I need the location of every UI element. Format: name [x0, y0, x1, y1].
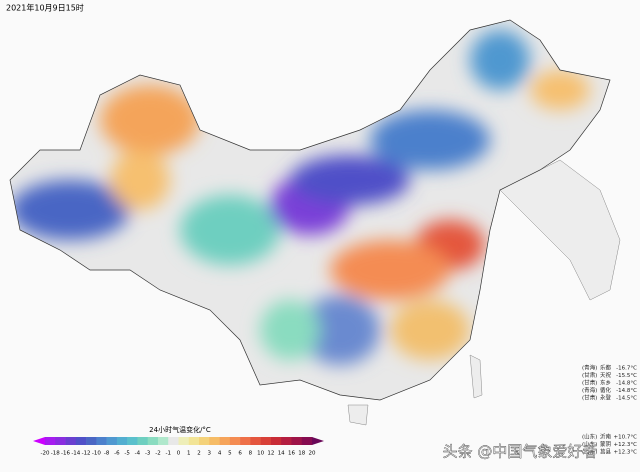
colorbar-segment: [86, 437, 97, 445]
colorbar-segment: [168, 437, 179, 445]
station-value: +12.3°C: [614, 450, 638, 456]
station-value: -15.5°C: [616, 373, 637, 379]
station-province: (甘肃): [582, 379, 597, 387]
colorbar-segment: [137, 437, 148, 445]
colorbar-segment: [229, 437, 241, 445]
station-name: 循化: [600, 386, 612, 394]
colorbar-tick-label: -2: [155, 451, 160, 457]
watermark: 头条 @中国气象爱好者: [443, 443, 598, 461]
station-name: 沂南: [600, 433, 612, 441]
station-name: 天祝: [600, 371, 612, 379]
legend-title: 24小时气温变化/°C: [149, 425, 211, 434]
colorbar-tick-label: 8: [249, 451, 253, 457]
colorbar-tick-label: 12: [267, 451, 274, 457]
station-name: 蒙阴: [600, 440, 612, 448]
border: [9, 19, 611, 401]
map-title: 2021年10月9日15时: [6, 3, 84, 13]
colorbar-segment: [291, 437, 303, 445]
colorbar-tick-label: -6: [114, 451, 120, 457]
colorbar-end: [33, 437, 45, 445]
colorbar-tick-label: 16: [288, 451, 295, 457]
station-name: 永登: [600, 394, 612, 402]
station-province: (山东): [582, 433, 597, 441]
station-name: 乐都: [600, 365, 612, 372]
colorbar-tick-label: 5: [228, 451, 232, 457]
colorbar-segment: [96, 437, 107, 445]
colorbar-tick-label: -10: [92, 451, 101, 457]
colorbar-segment: [45, 437, 56, 445]
station-list: (青海) 乐都 -16.7°C(甘肃) 天祝 -15.5°C(甘肃) 东乡 -14.8°C(…: [582, 364, 637, 456]
colorbar-segment: [75, 437, 87, 445]
station-province: (甘肃): [582, 394, 597, 402]
colorbar-tick-label: 3: [208, 451, 212, 457]
colorbar-tick-label: -8: [104, 451, 110, 457]
station-value: +10.7°C: [614, 435, 638, 441]
colorbar-segment: [270, 437, 282, 445]
colorbar-segment: [219, 437, 231, 445]
colorbar-tick-label: -12: [82, 451, 91, 457]
station-province: (山东): [582, 448, 597, 456]
colorbar-tick-label: -1: [165, 451, 170, 457]
colorbar-tick-label: -4: [135, 451, 141, 457]
station-name: 东乡: [600, 379, 611, 387]
colorbar-tick-label: 2: [197, 451, 201, 457]
colorbar-segment: [260, 437, 272, 445]
colorbar-segment: [147, 437, 159, 445]
colorbar-tick-label: -16: [61, 451, 70, 457]
station-name: 莒县: [600, 448, 612, 456]
station-province: (青海): [582, 364, 597, 372]
colorbar-tick-label: 6: [238, 451, 242, 457]
station-value: -14.5°C: [616, 396, 637, 402]
colorbar-segment: [157, 437, 169, 445]
neighbor-land: [347, 159, 621, 426]
colorbar-tick-label: 10: [257, 451, 264, 457]
colorbar-segment: [250, 437, 261, 445]
colorbar-segment: [209, 437, 220, 445]
station-value: -16.7°C: [616, 366, 637, 372]
colorbar-segment: [281, 437, 292, 445]
colorbar-segment: [188, 437, 200, 445]
station-value: -14.8°C: [616, 388, 637, 394]
colorbar-tick-label: 1: [187, 451, 191, 457]
colorbar-tick-label: -14: [71, 451, 80, 457]
colorbar-tick-label: -5: [124, 451, 130, 457]
colorbar-segment: [127, 437, 138, 445]
colorbar-tick-label: -18: [51, 451, 60, 457]
station-province: (山东): [582, 440, 597, 448]
station-province: (甘肃): [582, 371, 597, 379]
station-value: -14.8°C: [616, 381, 637, 387]
station-province: (青海): [582, 386, 597, 394]
colorbar-tick-label: 20: [309, 451, 316, 457]
colorbar-segment: [199, 437, 210, 445]
colorbar-segment: [240, 437, 251, 445]
colorbar: -20 -18 -16 -14 -12 -10 -8 -6 -5 -4 -3 -2 -1 0 1 2 3 4 5 6 8…: [33, 437, 324, 457]
colorbar-tick-label: 4: [218, 451, 222, 457]
colorbar-tick-label: 18: [298, 451, 305, 457]
colorbar-tick-label: -20: [41, 451, 50, 457]
colorbar-end: [312, 437, 324, 445]
colorbar-segment: [106, 437, 118, 445]
colorbar-segment: [301, 437, 313, 445]
colorbar-segment: [55, 437, 66, 445]
colorbar-tick-label: 14: [278, 451, 285, 457]
colorbar-tick-label: 0: [177, 451, 181, 457]
colorbar-segment: [178, 437, 190, 445]
colorbar-segment: [116, 437, 128, 445]
station-value: +12.3°C: [614, 442, 638, 448]
colorbar-segment: [65, 437, 77, 445]
colorbar-tick-label: -3: [145, 451, 151, 457]
